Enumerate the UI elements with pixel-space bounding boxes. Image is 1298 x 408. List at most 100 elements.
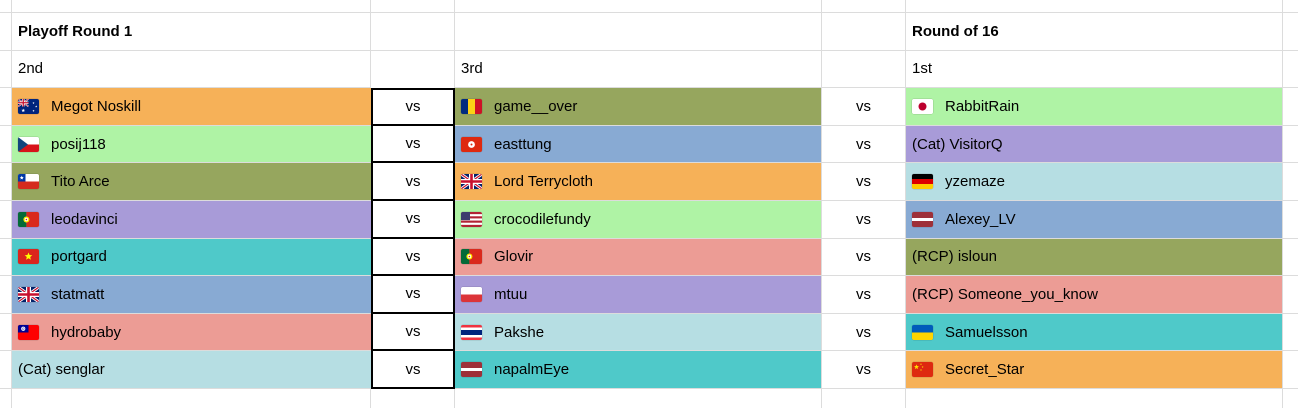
player-cell-right[interactable]: Secret_Star xyxy=(906,351,1283,389)
empty-cell xyxy=(906,388,1283,408)
player-cell-right[interactable]: yzemaze xyxy=(906,163,1283,201)
player-name: mtuu xyxy=(494,285,528,303)
playoff-round-1-header-cell[interactable]: Playoff Round 1 xyxy=(12,13,371,51)
vs-cell[interactable]: vs xyxy=(371,276,455,314)
player-cell-mid[interactable]: Pakshe xyxy=(455,313,822,352)
player-cell-right[interactable]: (RCP) Someone_you_know xyxy=(906,276,1283,314)
vs-cell[interactable]: vs xyxy=(822,276,906,314)
player-cell-mid[interactable]: Glovir xyxy=(455,238,822,277)
match-row: Tito Arce vs Lord Terrycloth vs yzemaze xyxy=(0,163,1298,201)
china-flag-icon xyxy=(912,362,933,378)
gutter-cell xyxy=(0,351,12,389)
vs-cell[interactable]: vs xyxy=(371,163,455,201)
edge-cell xyxy=(1283,238,1298,277)
united-kingdom-flag-icon xyxy=(18,286,39,302)
vs-cell[interactable]: vs xyxy=(371,238,455,277)
seed-2nd-cell[interactable]: 2nd xyxy=(12,50,371,89)
player-name: (RCP) isloun xyxy=(912,248,998,266)
gutter-cell xyxy=(0,313,12,352)
player-cell-mid[interactable]: mtuu xyxy=(455,276,822,314)
match-row: portgard vs Glovir vs (RCP) isloun xyxy=(0,238,1298,277)
seed-1st-cell[interactable]: 1st xyxy=(906,50,1283,89)
gutter-cell xyxy=(0,163,12,201)
vs-cell[interactable]: vs xyxy=(822,125,906,164)
partial-row-bottom xyxy=(0,388,1298,408)
player-cell-right[interactable]: Alexey_LV xyxy=(906,200,1283,239)
latvia-flag-icon xyxy=(912,211,933,227)
empty-cell xyxy=(822,0,906,13)
seed-row: 2nd 3rd 1st xyxy=(0,50,1298,89)
empty-cell xyxy=(455,388,822,408)
vs-cell[interactable]: vs xyxy=(822,313,906,352)
united-states-flag-icon xyxy=(461,211,482,227)
player-cell-right[interactable]: RabbitRain xyxy=(906,88,1283,126)
edge-cell xyxy=(1283,200,1298,239)
gutter-cell xyxy=(0,88,12,126)
empty-cell xyxy=(371,13,455,51)
player-cell-left[interactable]: Megot Noskill xyxy=(12,88,371,126)
match-row: hydrobaby vs Pakshe vs Samuelsson xyxy=(0,313,1298,352)
match-row: statmatt vs mtuu vs (RCP) Someone_you_kn… xyxy=(0,276,1298,314)
round-of-16-header-cell[interactable]: Round of 16 xyxy=(906,13,1283,51)
player-cell-right[interactable]: (Cat) VisitorQ xyxy=(906,125,1283,164)
vs-cell[interactable]: vs xyxy=(822,88,906,126)
empty-cell xyxy=(822,388,906,408)
player-name: crocodilefundy xyxy=(494,210,591,228)
player-cell-left[interactable]: hydrobaby xyxy=(12,313,371,352)
united-kingdom-flag-icon xyxy=(461,174,482,190)
vs-cell[interactable]: vs xyxy=(822,238,906,277)
hong-kong-flag-icon xyxy=(461,136,482,152)
vs-cell[interactable]: vs xyxy=(371,125,455,164)
player-name: Pakshe xyxy=(494,323,545,341)
vs-cell[interactable]: vs xyxy=(371,88,455,126)
vs-cell[interactable]: vs xyxy=(822,163,906,201)
player-name: Samuelsson xyxy=(945,323,1028,341)
taiwan-flag-icon xyxy=(18,324,39,340)
edge-cell xyxy=(1283,0,1298,13)
player-name: (RCP) Someone_you_know xyxy=(912,285,1098,303)
player-name: yzemaze xyxy=(945,173,1006,191)
vs-cell[interactable]: vs xyxy=(371,351,455,389)
player-name: leodavinci xyxy=(51,210,118,228)
edge-cell xyxy=(1283,276,1298,314)
player-name: game__over xyxy=(494,97,578,115)
player-cell-right[interactable]: (RCP) isloun xyxy=(906,238,1283,277)
vs-cell[interactable]: vs xyxy=(822,351,906,389)
empty-cell xyxy=(455,13,822,51)
player-cell-mid[interactable]: napalmEye xyxy=(455,351,822,389)
seed-3rd-cell[interactable]: 3rd xyxy=(455,50,822,89)
player-cell-left[interactable]: (Cat) senglar xyxy=(12,351,371,389)
player-cell-mid[interactable]: crocodilefundy xyxy=(455,200,822,239)
edge-cell xyxy=(1283,163,1298,201)
gutter-cell xyxy=(0,388,12,408)
player-cell-left[interactable]: posij118 xyxy=(12,125,371,164)
empty-cell xyxy=(371,0,455,13)
empty-cell xyxy=(371,50,455,89)
player-name: RabbitRain xyxy=(945,97,1020,115)
chile-flag-icon xyxy=(18,174,39,190)
germany-flag-icon xyxy=(912,174,933,190)
player-name: posij118 xyxy=(51,135,106,153)
player-name: (Cat) senglar xyxy=(18,361,105,379)
vs-cell[interactable]: vs xyxy=(371,200,455,239)
vietnam-flag-icon xyxy=(18,249,39,265)
player-name: Alexey_LV xyxy=(945,210,1016,228)
vs-cell[interactable]: vs xyxy=(822,200,906,239)
player-cell-mid[interactable]: easttung xyxy=(455,125,822,164)
title-row: Playoff Round 1 Round of 16 xyxy=(0,13,1298,51)
player-cell-left[interactable]: leodavinci xyxy=(12,200,371,239)
player-cell-left[interactable]: Tito Arce xyxy=(12,163,371,201)
player-cell-left[interactable]: statmatt xyxy=(12,276,371,314)
edge-cell xyxy=(1283,88,1298,126)
player-cell-left[interactable]: portgard xyxy=(12,238,371,277)
player-cell-right[interactable]: Samuelsson xyxy=(906,313,1283,352)
gutter-cell xyxy=(0,276,12,314)
ukraine-flag-icon xyxy=(912,324,933,340)
player-cell-mid[interactable]: Lord Terrycloth xyxy=(455,163,822,201)
player-cell-mid[interactable]: game__over xyxy=(455,88,822,126)
empty-cell xyxy=(906,0,1283,13)
player-name: Tito Arce xyxy=(51,173,110,191)
vs-cell[interactable]: vs xyxy=(371,313,455,352)
czechia-flag-icon xyxy=(18,136,39,152)
